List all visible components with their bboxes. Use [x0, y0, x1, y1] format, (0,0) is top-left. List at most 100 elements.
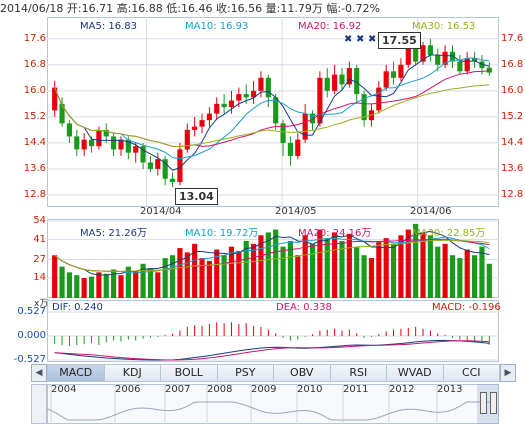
- tab-rsi[interactable]: RSI: [329, 364, 387, 382]
- candle-body: [140, 146, 146, 163]
- macd-chart[interactable]: [47, 300, 499, 362]
- price-y-tick-right: 15.2: [501, 110, 524, 122]
- candle-body: [162, 159, 168, 179]
- volume-bar: [354, 246, 360, 298]
- price-y-tick-left: 12.8: [23, 189, 46, 200]
- price-x-tick: 2014/06: [410, 206, 452, 217]
- volume-bar: [169, 255, 176, 298]
- star-marker-icon: ✖: [356, 34, 365, 45]
- macd-dea-label: DEA: 0.338: [276, 302, 332, 313]
- volume-y-tick: 27: [33, 253, 46, 265]
- candle-body: [376, 87, 382, 111]
- price-y-tick-right: 16.0: [501, 84, 524, 96]
- volume-bar: [280, 246, 286, 298]
- volume-ma10-label: MA10: 19.72万: [185, 228, 259, 239]
- tab-macd[interactable]: MACD: [47, 364, 105, 382]
- navigator-scroll-left-button[interactable]: [31, 384, 47, 424]
- volume-ma20-label: MA20: 24.16万: [298, 228, 372, 239]
- candle-body: [390, 71, 397, 78]
- volume-bar: [155, 272, 161, 298]
- candle-body: [118, 139, 124, 150]
- candle-body: [472, 58, 478, 62]
- volume-ma30-line: [54, 239, 490, 272]
- candle-body: [251, 90, 257, 98]
- price-ma10-line: [54, 57, 490, 160]
- candle-body: [133, 146, 139, 153]
- candle-body: [449, 51, 456, 62]
- star-marker-icon: ✖: [344, 34, 353, 45]
- volume-bar: [442, 243, 448, 298]
- candle-body: [221, 103, 227, 108]
- low-price-callout: 13.04: [175, 188, 218, 205]
- volume-bar: [206, 260, 212, 298]
- navigator-right-handle[interactable]: [490, 392, 497, 414]
- tab-kdj[interactable]: KDJ: [103, 364, 161, 382]
- volume-bar: [74, 275, 80, 298]
- macd-panel[interactable]: [47, 300, 499, 362]
- volume-ma30-label: MA30: 22.85万: [412, 228, 486, 239]
- navigator-year-label: 2007: [165, 384, 191, 395]
- candle-body: [258, 77, 264, 91]
- time-navigator[interactable]: [47, 384, 499, 424]
- candle-body: [398, 64, 404, 78]
- navigator-price-line: [47, 401, 497, 421]
- price-ma10-label: MA10: 16.93: [185, 21, 249, 32]
- navigator-year-label: 2010: [297, 384, 323, 395]
- candle-body: [464, 58, 470, 72]
- volume-bar: [251, 243, 257, 298]
- tab-boll[interactable]: BOLL: [160, 364, 218, 382]
- volume-bar: [302, 235, 308, 298]
- tab-cci[interactable]: CCI: [442, 364, 500, 382]
- candle-body: [52, 87, 58, 111]
- tab-wvad[interactable]: WVAD: [386, 364, 444, 382]
- navigator-overview-line: [47, 384, 499, 424]
- indicator-tabs: MACD KDJ BOLL PSY OBV RSI WVAD CCI: [47, 364, 500, 382]
- candle-body: [103, 129, 109, 137]
- volume-bar: [457, 258, 463, 298]
- tab-scroll-right-button[interactable]: ▶: [500, 364, 516, 382]
- price-y-tick-left: 15.2: [23, 110, 46, 122]
- candle-body: [317, 77, 323, 124]
- tab-obv[interactable]: OBV: [273, 364, 331, 382]
- volume-bar: [368, 258, 375, 298]
- price-y-tick-right: 16.8: [501, 58, 524, 70]
- price-ma5-label: MA5: 16.83: [80, 21, 138, 32]
- candle-body: [280, 123, 286, 143]
- navigator-year-label: 2004: [51, 384, 77, 395]
- volume-bar: [88, 276, 95, 298]
- tab-scroll-left-button[interactable]: ◀: [31, 364, 47, 382]
- volume-bar: [118, 275, 124, 298]
- tab-psy[interactable]: PSY: [216, 364, 274, 382]
- price-ma30-line: [54, 84, 490, 148]
- volume-bar: [398, 235, 404, 298]
- price-x-tick: 2014/04: [140, 206, 182, 217]
- candle-body: [236, 94, 242, 101]
- navigator-left-handle[interactable]: [480, 392, 487, 414]
- volume-bar: [413, 223, 419, 298]
- volume-bar: [184, 252, 190, 298]
- volume-bar: [199, 258, 205, 298]
- price-ma20-line: [54, 70, 490, 148]
- candle-body: [273, 97, 279, 124]
- candle-body: [199, 120, 205, 127]
- candle-body: [442, 51, 448, 65]
- navigator-year-label: 2009: [251, 384, 277, 395]
- volume-bar: [59, 266, 65, 298]
- candle-body: [88, 139, 95, 147]
- macd-y-tick: 0.527: [17, 306, 46, 317]
- macd-y-tick: 0.000: [17, 330, 46, 341]
- candle-body: [74, 136, 80, 150]
- candle-body: [206, 113, 212, 121]
- price-chart[interactable]: [47, 17, 499, 207]
- volume-bar: [346, 233, 352, 298]
- candle-body: [427, 45, 433, 56]
- high-price-callout: 17.55: [378, 32, 421, 49]
- macd-dif-label: DIF: 0.240: [52, 302, 103, 313]
- volume-bar: [376, 240, 382, 298]
- volume-chart[interactable]: [47, 219, 499, 298]
- price-y-tick-right: 13.6: [501, 162, 524, 174]
- volume-bar: [162, 258, 168, 298]
- volume-bar: [125, 266, 131, 298]
- volume-bar: [339, 240, 345, 298]
- volume-bar: [390, 243, 397, 298]
